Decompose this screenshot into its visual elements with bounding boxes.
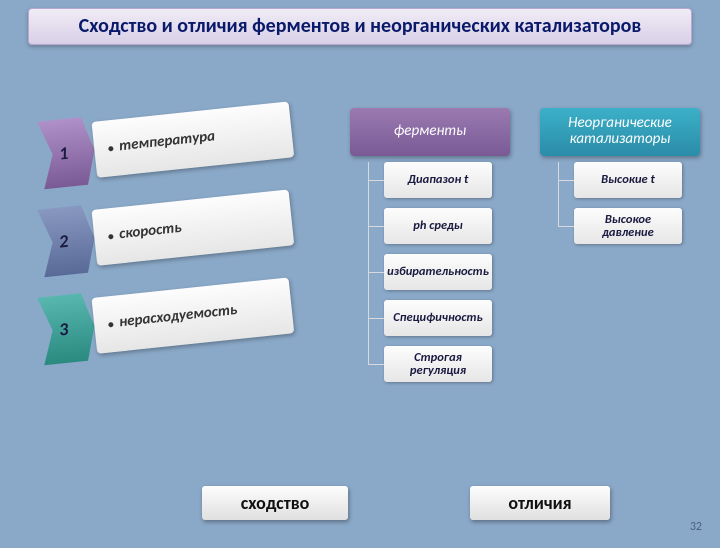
inorganic-column: Неорганические катализаторы Высокие t Вы… bbox=[540, 108, 700, 254]
column-header: ферменты bbox=[350, 108, 510, 156]
similarity-label-button: сходство bbox=[202, 486, 348, 520]
tree-leaf: избирательность bbox=[384, 254, 492, 290]
item-card: нерасходуемость bbox=[91, 277, 294, 353]
item-label: температура bbox=[118, 129, 215, 155]
tree-leaf: Высокие t bbox=[574, 162, 682, 198]
item-label: скорость bbox=[118, 221, 182, 243]
list-item: 1 температура bbox=[37, 95, 303, 190]
enzymes-tree: Диапазон t ph среды избирательность Спец… bbox=[350, 162, 510, 382]
item-number: 1 bbox=[37, 117, 90, 189]
enzymes-column: ферменты Диапазон t ph среды избирательн… bbox=[350, 108, 510, 392]
tree-leaf: Специфичность bbox=[384, 300, 492, 336]
item-number: 3 bbox=[37, 293, 90, 365]
item-number: 2 bbox=[37, 205, 90, 277]
chevron-icon: 2 bbox=[37, 204, 98, 277]
item-card: скорость bbox=[91, 189, 294, 265]
page-title: Сходство и отличия ферментов и неорганич… bbox=[39, 15, 681, 38]
tree-leaf: Строгая регуляция bbox=[384, 346, 492, 382]
item-card: температура bbox=[91, 101, 294, 177]
chevron-icon: 3 bbox=[37, 292, 98, 365]
inorganic-tree: Высокие t Высокое давление bbox=[540, 162, 700, 244]
title-bar: Сходство и отличия ферментов и неорганич… bbox=[28, 8, 692, 45]
tree-leaf: Диапазон t bbox=[384, 162, 492, 198]
tree-leaf: ph среды bbox=[384, 208, 492, 244]
chevron-icon: 1 bbox=[37, 116, 98, 189]
list-item: 2 скорость bbox=[37, 183, 303, 278]
similarity-list: 1 температура 2 скорость 3 нерасходуемос… bbox=[40, 108, 300, 372]
differences-label-button: отличия bbox=[470, 486, 610, 520]
tree-leaf: Высокое давление bbox=[574, 208, 682, 244]
column-header: Неорганические катализаторы bbox=[540, 108, 700, 156]
page-number: 32 bbox=[690, 520, 702, 534]
item-label: нерасходуемость bbox=[118, 303, 238, 331]
list-item: 3 нерасходуемость bbox=[37, 271, 303, 366]
